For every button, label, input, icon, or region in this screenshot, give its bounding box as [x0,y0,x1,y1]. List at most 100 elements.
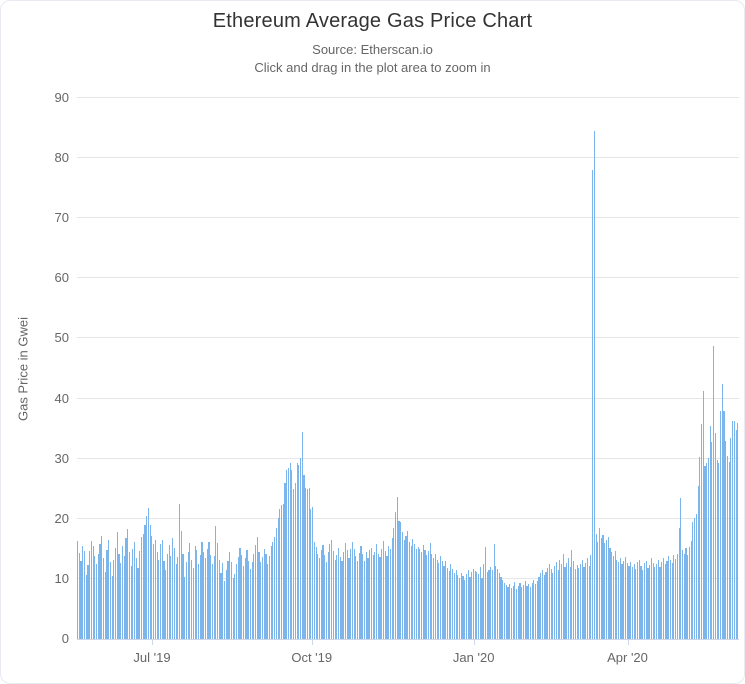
gas-price-bar[interactable] [337,547,340,639]
gas-price-bar[interactable] [104,571,106,639]
gas-price-bar[interactable] [467,569,469,639]
gas-price-bar[interactable] [348,558,350,639]
gas-price-bar[interactable] [536,581,538,639]
gas-price-bar[interactable] [657,560,659,639]
gas-price-bar[interactable] [296,463,298,639]
gas-price-bar[interactable] [503,582,506,639]
gas-price-bar[interactable] [638,559,640,639]
gas-price-bar[interactable] [426,555,428,639]
gas-price-bar[interactable] [490,566,492,639]
gas-price-bar[interactable] [286,470,288,639]
gas-price-bar[interactable] [512,585,514,639]
gas-price-bar[interactable] [471,571,473,639]
gas-price-bar[interactable] [695,513,697,639]
gas-price-bar[interactable] [130,565,132,639]
gas-price-bar[interactable] [279,509,281,639]
gas-price-bar[interactable] [554,565,556,639]
gas-price-bar[interactable] [94,556,96,639]
gas-price-bar[interactable] [723,411,725,639]
gas-price-bar[interactable] [541,569,544,639]
gas-price-bar[interactable] [528,583,530,639]
gas-price-bar[interactable] [458,577,461,639]
gas-price-bar[interactable] [598,528,601,639]
gas-price-bar[interactable] [170,556,172,639]
gas-price-bar[interactable] [453,573,455,639]
gas-price-bar[interactable] [457,575,459,639]
gas-price-bar[interactable] [714,433,716,639]
gas-price-bar[interactable] [149,524,151,639]
gas-price-bar[interactable] [320,550,322,639]
gas-price-bar[interactable] [516,589,518,639]
gas-price-bar[interactable] [517,586,519,639]
gas-price-bar[interactable] [101,535,103,639]
gas-price-bar[interactable] [372,555,374,639]
gas-price-bar[interactable] [204,557,207,639]
gas-price-bar[interactable] [265,553,267,639]
gas-price-bar[interactable] [619,557,621,639]
gas-price-bar[interactable] [232,577,234,639]
gas-price-bar[interactable] [716,459,718,639]
gas-price-bar[interactable] [571,550,573,639]
gas-price-bar[interactable] [510,587,512,639]
gas-price-bar[interactable] [173,547,175,639]
gas-price-bar[interactable] [382,541,385,639]
gas-price-bar[interactable] [408,541,410,639]
gas-price-bar[interactable] [113,559,115,639]
gas-price-bar[interactable] [429,543,431,639]
gas-price-bar[interactable] [719,410,722,639]
gas-price-bar[interactable] [725,440,727,639]
gas-price-bar[interactable] [590,554,592,639]
gas-price-bar[interactable] [560,563,563,639]
gas-price-bar[interactable] [680,497,682,639]
gas-price-bar[interactable] [602,535,604,639]
gas-price-bar[interactable] [80,560,82,639]
gas-price-bar[interactable] [203,552,205,639]
gas-price-bar[interactable] [616,559,618,639]
gas-price-bar[interactable] [637,562,639,639]
gas-price-bar[interactable] [332,551,334,639]
gas-price-bar[interactable] [718,463,720,639]
gas-price-bar[interactable] [270,545,272,639]
gas-price-bar[interactable] [165,569,167,639]
gas-price-bar[interactable] [158,559,160,639]
gas-price-bar[interactable] [583,567,585,639]
gas-price-bar[interactable] [381,548,383,639]
gas-price-bar[interactable] [277,517,279,639]
gas-price-bar[interactable] [692,521,694,639]
gas-price-bar[interactable] [707,458,710,639]
gas-price-bar[interactable] [255,545,257,639]
gas-price-bar[interactable] [618,562,620,639]
gas-price-bar[interactable] [229,551,231,639]
gas-price-bar[interactable] [700,423,703,639]
gas-price-bar[interactable] [301,432,303,639]
gas-price-bar[interactable] [704,466,706,639]
gas-price-bar[interactable] [531,582,533,639]
gas-price-bar[interactable] [640,566,642,639]
gas-price-bar[interactable] [367,557,369,639]
gas-price-bar[interactable] [728,461,730,639]
gas-price-bar[interactable] [396,497,398,639]
gas-price-bar[interactable] [249,569,251,639]
gas-price-bar[interactable] [313,542,315,639]
gas-price-bar[interactable] [287,468,289,639]
gas-price-bar[interactable] [431,553,433,639]
gas-price-bar[interactable] [569,566,571,639]
gas-price-bar[interactable] [121,545,124,639]
gas-price-bar[interactable] [87,565,89,639]
gas-price-bar[interactable] [139,551,141,639]
gas-price-bar[interactable] [678,527,680,639]
gas-price-bar[interactable] [134,541,136,639]
gas-price-bar[interactable] [604,543,606,639]
gas-price-bar[interactable] [730,437,732,639]
gas-price-bar[interactable] [721,383,723,639]
gas-price-bar[interactable] [111,575,113,639]
gas-price-bar[interactable] [135,558,137,639]
gas-price-bar[interactable] [102,557,105,639]
gas-price-bar[interactable] [142,533,144,639]
gas-price-bar[interactable] [472,569,474,639]
gas-price-bar[interactable] [726,456,729,639]
gas-price-bar[interactable] [253,553,255,639]
gas-price-bar[interactable] [191,559,193,639]
gas-price-bar[interactable] [611,551,613,639]
gas-price-bar[interactable] [353,548,355,639]
